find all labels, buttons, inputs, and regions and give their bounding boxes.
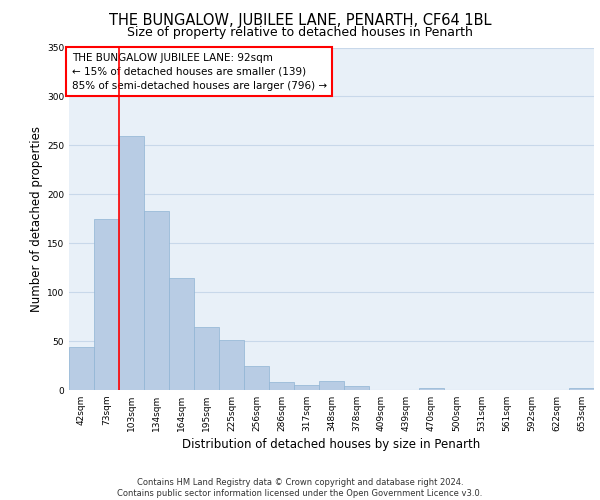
- Text: THE BUNGALOW JUBILEE LANE: 92sqm
← 15% of detached houses are smaller (139)
85% : THE BUNGALOW JUBILEE LANE: 92sqm ← 15% o…: [71, 52, 327, 90]
- Bar: [144, 211, 169, 390]
- Text: THE BUNGALOW, JUBILEE LANE, PENARTH, CF64 1BL: THE BUNGALOW, JUBILEE LANE, PENARTH, CF6…: [109, 12, 491, 28]
- Bar: [94, 219, 119, 390]
- Bar: [294, 385, 319, 390]
- Bar: [269, 382, 294, 390]
- Bar: [244, 366, 269, 390]
- Bar: [169, 278, 194, 390]
- Bar: [219, 340, 244, 390]
- Y-axis label: Number of detached properties: Number of detached properties: [30, 126, 43, 312]
- Bar: [419, 388, 444, 390]
- Bar: [119, 136, 144, 390]
- X-axis label: Distribution of detached houses by size in Penarth: Distribution of detached houses by size …: [182, 438, 481, 451]
- Text: Contains HM Land Registry data © Crown copyright and database right 2024.
Contai: Contains HM Land Registry data © Crown c…: [118, 478, 482, 498]
- Text: Size of property relative to detached houses in Penarth: Size of property relative to detached ho…: [127, 26, 473, 39]
- Bar: [69, 347, 94, 390]
- Bar: [569, 388, 594, 390]
- Bar: [194, 328, 219, 390]
- Bar: [344, 386, 369, 390]
- Bar: [319, 381, 344, 390]
